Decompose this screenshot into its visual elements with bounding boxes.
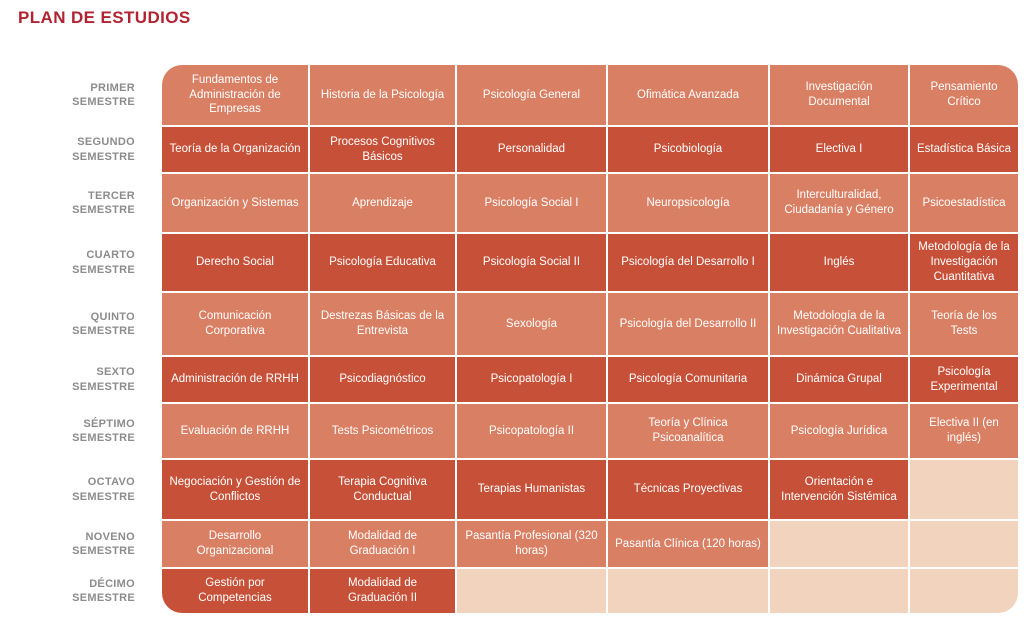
course-cell: Modalidad de Graduación II (310, 569, 455, 613)
course-cell: Sexología (457, 293, 606, 355)
semester-label-line: QUINTO (90, 310, 135, 323)
course-cell: Psicología Comunitaria (608, 357, 768, 402)
course-cell: Inglés (770, 234, 908, 291)
course-cell: Técnicas Proyectivas (608, 460, 768, 519)
course-cell: Pasantía Profesional (320 horas) (457, 521, 606, 567)
course-cell: Dinámica Grupal (770, 357, 908, 402)
semester-label-cuarto: CUARTO SEMESTRE (0, 234, 148, 291)
course-cell: Electiva II (en inglés) (910, 404, 1018, 458)
empty-cell (910, 569, 1018, 613)
course-cell: Psicología Social I (457, 174, 606, 232)
semester-label-line: DÉCIMO (89, 577, 135, 590)
course-cell: Psicología General (457, 65, 606, 125)
semester-label-primer: PRIMER SEMESTRE (0, 65, 148, 125)
course-cell: Teoría de los Tests (910, 293, 1018, 355)
semester-label-line: SÉPTIMO (83, 417, 135, 430)
empty-cell (457, 569, 606, 613)
semester-label-quinto: QUINTO SEMESTRE (0, 293, 148, 355)
semester-label-line: SEMESTRE (72, 325, 135, 337)
semester-label-line: SEMESTRE (72, 432, 135, 444)
semester-label-line: SEGUNDO (77, 136, 135, 149)
semester-label-decimo: DÉCIMO SEMESTRE (0, 569, 148, 613)
empty-cell (910, 521, 1018, 567)
course-cell: Comunicación Corporativa (162, 293, 308, 355)
course-cell: Psicodiagnóstico (310, 357, 455, 402)
course-cell: Psicología Social II (457, 234, 606, 291)
course-cell: Psicología del Desarrollo I (608, 234, 768, 291)
semester-label-line: NOVENO (85, 530, 135, 543)
course-cell: Organización y Sistemas (162, 174, 308, 232)
course-cell: Aprendizaje (310, 174, 455, 232)
course-cell: Metodología de la Investigación Cualitat… (770, 293, 908, 355)
course-cell: Psicoestadística (910, 174, 1018, 232)
course-cell: Tests Psicométricos (310, 404, 455, 458)
course-cell: Fundamentos de Administración de Empresa… (162, 65, 308, 125)
empty-cell (910, 460, 1018, 519)
semester-label-line: CUARTO (86, 249, 135, 262)
course-cell: Metodología de la Investigación Cuantita… (910, 234, 1018, 291)
course-cell: Ofimática Avanzada (608, 65, 768, 125)
course-cell: Evaluación de RRHH (162, 404, 308, 458)
semester-label-line: SEMESTRE (72, 490, 135, 503)
course-cell: Psicobiología (608, 127, 768, 172)
course-cell: Teoría y Clínica Psicoanalítica (608, 404, 768, 458)
course-cell: Pensamiento Crítico (910, 65, 1018, 125)
course-cell: Terapias Humanistas (457, 460, 606, 519)
semester-label-line: SEXTO (96, 366, 135, 379)
study-plan-table: Fundamentos de Administración de Empresa… (162, 65, 1018, 613)
course-cell: Destrezas Básicas de la Entrevista (310, 293, 455, 355)
empty-cell (770, 521, 908, 567)
course-cell: Psicología Educativa (310, 234, 455, 291)
course-cell: Orientación e Intervención Sistémica (770, 460, 908, 519)
course-cell: Teoría de la Organización (162, 127, 308, 172)
semester-label-line: SEMESTRE (72, 592, 135, 604)
course-cell: Procesos Cognitivos Básicos (310, 127, 455, 172)
semester-label-line: SEMESTRE (72, 380, 135, 393)
course-cell: Electiva I (770, 127, 908, 172)
empty-cell (608, 569, 768, 613)
course-grid: Fundamentos de Administración de Empresa… (162, 65, 1018, 613)
semester-label-noveno: NOVENO SEMESTRE (0, 521, 148, 567)
semester-label-octavo: OCTAVO SEMESTRE (0, 460, 148, 519)
course-cell: Estadística Básica (910, 127, 1018, 172)
course-cell: Administración de RRHH (162, 357, 308, 402)
course-cell: Psicología Experimental (910, 357, 1018, 402)
course-cell: Neuropsicología (608, 174, 768, 232)
course-cell: Psicopatología II (457, 404, 606, 458)
semester-label-line: PRIMER (90, 81, 135, 94)
semester-label-line: OCTAVO (87, 476, 135, 489)
page-title: PLAN DE ESTUDIOS (18, 8, 191, 27)
semester-label-septimo: SÉPTIMO SEMESTRE (0, 404, 148, 458)
empty-cell (770, 569, 908, 613)
course-cell: Desarrollo Organizacional (162, 521, 308, 567)
course-cell: Negociación y Gestión de Conflictos (162, 460, 308, 519)
semester-label-column: PRIMER SEMESTRE SEGUNDO SEMESTRE TERCER SEM… (0, 65, 148, 613)
course-cell: Psicología Jurídica (770, 404, 908, 458)
course-cell: Gestión por Competencias (162, 569, 308, 613)
course-cell: Terapia Cognitiva Conductual (310, 460, 455, 519)
course-cell: Psicopatología I (457, 357, 606, 402)
semester-label-line: SEMESTRE (72, 545, 135, 557)
course-cell: Psicología del Desarrollo II (608, 293, 768, 355)
semester-label-tercer: TERCER SEMESTRE (0, 174, 148, 232)
course-cell: Historia de la Psicología (310, 65, 455, 125)
course-cell: Derecho Social (162, 234, 308, 291)
course-cell: Interculturalidad, Ciudadanía y Género (770, 174, 908, 232)
course-cell: Personalidad (457, 127, 606, 172)
semester-label-line: SEMESTRE (72, 150, 135, 163)
semester-label-line: TERCER (87, 189, 135, 202)
semester-label-segundo: SEGUNDO SEMESTRE (0, 127, 148, 172)
semester-label-sexto: SEXTO SEMESTRE (0, 357, 148, 402)
semester-label-line: SEMESTRE (72, 96, 135, 108)
course-cell: Pasantía Clínica (120 horas) (608, 521, 768, 567)
course-cell: Investigación Documental (770, 65, 908, 125)
semester-label-line: SEMESTRE (72, 263, 135, 276)
course-cell: Modalidad de Graduación I (310, 521, 455, 567)
semester-label-line: SEMESTRE (72, 204, 135, 216)
